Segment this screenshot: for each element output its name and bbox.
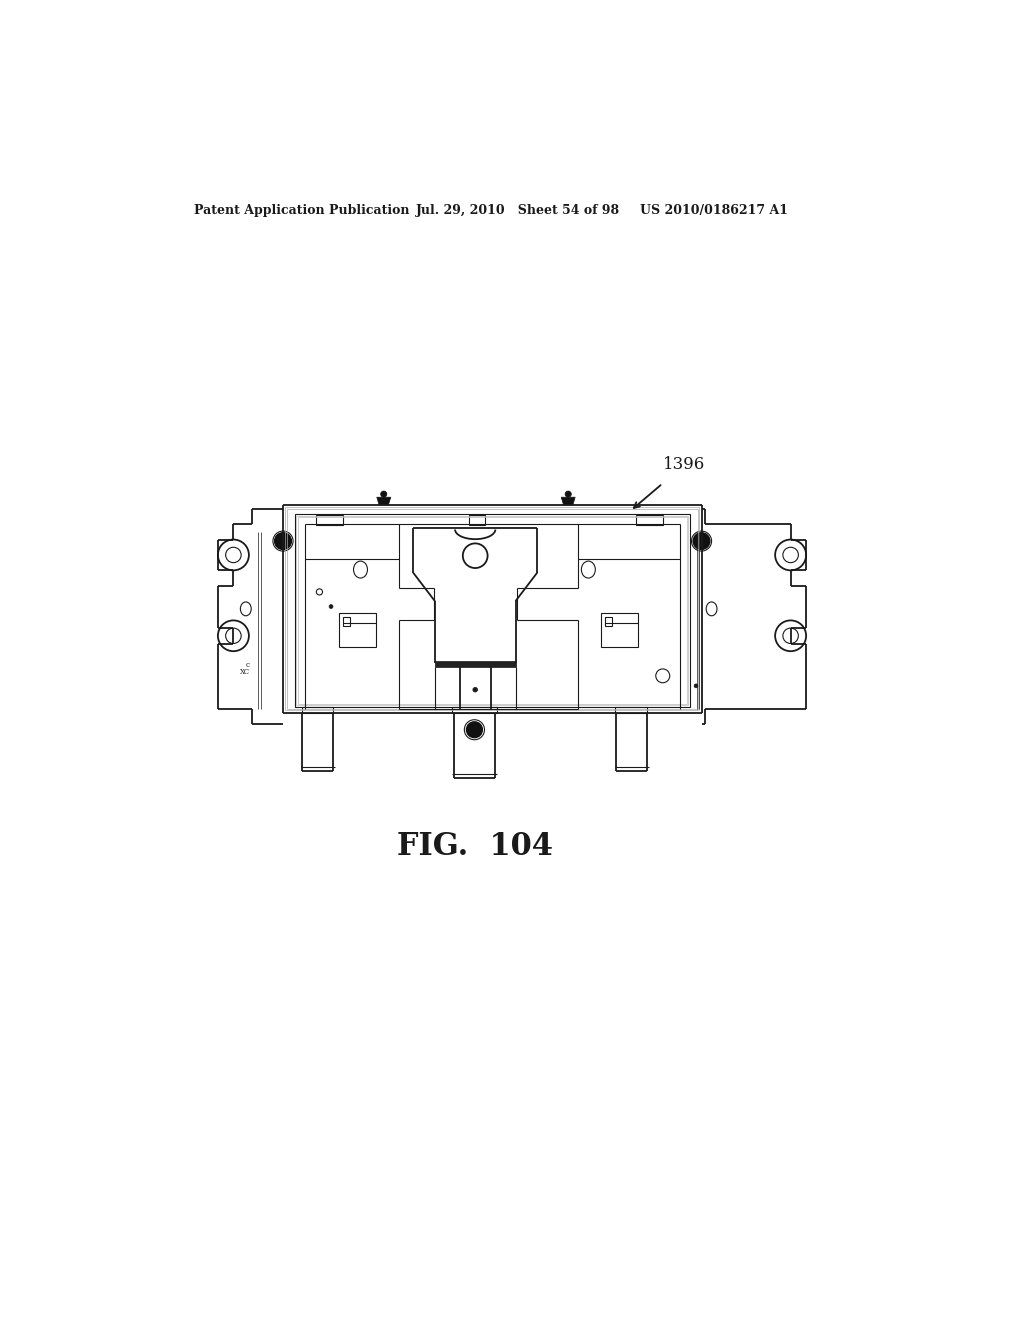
Bar [601,612,638,647]
Polygon shape [377,498,391,506]
Circle shape [381,491,387,498]
Circle shape [693,532,710,549]
Text: XC: XC [241,668,251,676]
Bar [614,706,647,713]
Text: Jul. 29, 2010   Sheet 54 of 98: Jul. 29, 2010 Sheet 54 of 98 [417,205,621,218]
Bar [295,515,690,706]
Text: Patent Application Publication: Patent Application Publication [194,205,410,218]
Bar [636,515,663,525]
Circle shape [274,532,292,549]
Polygon shape [561,498,575,506]
Circle shape [467,722,482,738]
Bar [315,515,343,525]
Circle shape [473,688,477,692]
Bar [469,515,484,525]
Bar [343,616,350,626]
Text: US 2010/0186217 A1: US 2010/0186217 A1 [640,205,787,218]
Circle shape [565,491,571,498]
Circle shape [329,605,333,609]
Bar [604,616,612,626]
Bar [339,612,376,647]
Text: c: c [246,660,250,669]
Bar [435,661,515,667]
Text: FIG.  104: FIG. 104 [397,830,553,862]
Bar [302,706,334,713]
Bar [452,706,497,713]
Circle shape [694,684,698,688]
Text: 1396: 1396 [663,457,705,474]
